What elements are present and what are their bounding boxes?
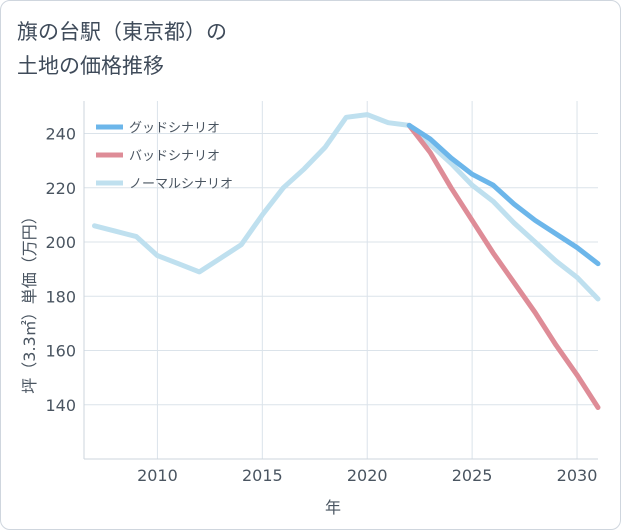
legend-label: バッドシナリオ — [129, 149, 220, 164]
y-tick-label: 220 — [45, 179, 76, 198]
series-line-0 — [406, 122, 601, 267]
y-tick-label: 180 — [45, 287, 76, 306]
x-tick-label: 2030 — [557, 466, 598, 485]
axes: 140 160 180 200 220 240 2010 2015 2020 2025 2030 — [45, 101, 598, 485]
legend-label: ノーマルシナリオ — [129, 177, 233, 192]
y-tick-label: 200 — [45, 233, 76, 252]
y-axis-label: 坪（3.3㎡）単価（万円） — [20, 208, 39, 393]
series-lines — [92, 112, 601, 410]
x-tick-label: 2010 — [137, 466, 178, 485]
series-line-1 — [406, 122, 601, 410]
x-tick-label: 2015 — [242, 466, 283, 485]
legend-label: グッドシナリオ — [129, 121, 220, 136]
x-tick-label: 2020 — [347, 466, 388, 485]
y-tick-label: 240 — [45, 125, 76, 144]
x-axis-label: 年 — [325, 498, 341, 517]
y-tick-label: 160 — [45, 342, 76, 361]
y-tick-label: 140 — [45, 396, 76, 415]
chart-title: 旗の台駅（東京都）の 土地の価格推移 — [17, 20, 227, 78]
series-line-2 — [92, 112, 601, 302]
x-tick-label: 2025 — [452, 466, 493, 485]
